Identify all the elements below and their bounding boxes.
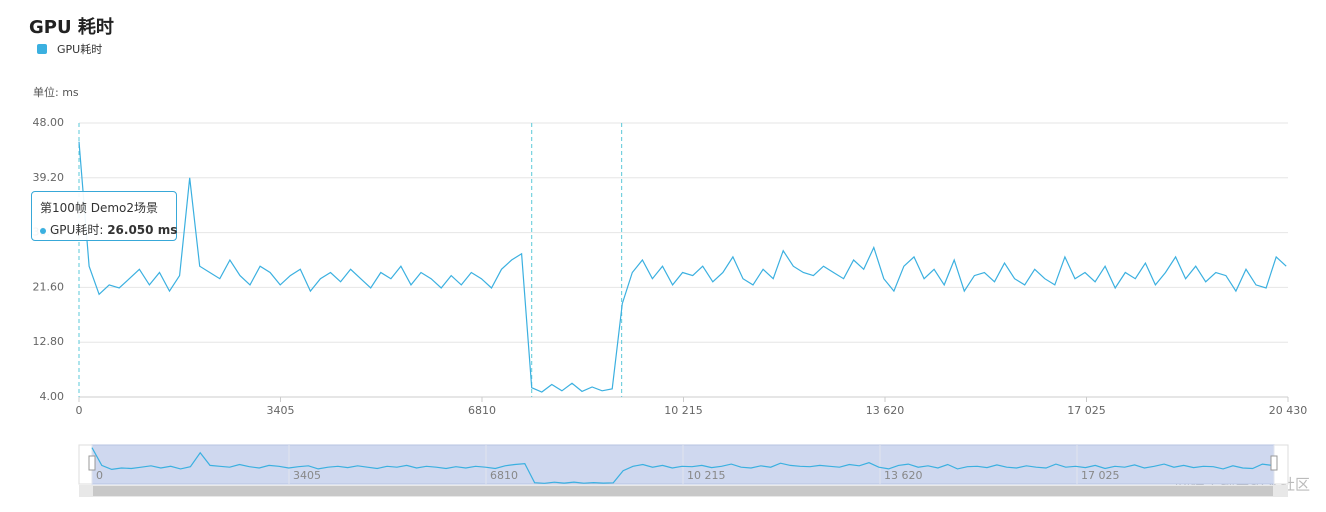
tooltip-dot — [40, 227, 46, 234]
navigator-line — [91, 447, 1273, 484]
tooltip-label: GPU耗时: — [50, 223, 104, 237]
y-tick-label: 12.80 — [33, 335, 65, 348]
chart-title: GPU 耗时 — [29, 16, 114, 38]
navigator-handle[interactable] — [1270, 455, 1278, 471]
tooltip-row: GPU耗时: 26.050 ms — [40, 221, 177, 238]
tooltip-title: 第100帧 Demo2场景 — [40, 201, 159, 215]
scrollbar-thumb[interactable] — [93, 486, 1273, 496]
tooltip: 第100帧 Demo2场景 GPU耗时: 26.050 ms — [31, 191, 177, 241]
x-tick-label: 20 430 — [1269, 404, 1308, 417]
navigator-tick-label: 3405 — [293, 469, 321, 482]
navigator-tick-label: 10 215 — [687, 469, 726, 482]
x-tick-label: 13 620 — [866, 404, 905, 417]
x-tick-label: 0 — [76, 404, 83, 417]
navigator-tick-label: 17 025 — [1081, 469, 1120, 482]
navigator-tick-label: 0 — [96, 469, 103, 482]
x-tick-label: 17 025 — [1067, 404, 1106, 417]
tooltip-value: 26.050 ms — [107, 223, 178, 237]
legend-swatch[interactable] — [37, 44, 47, 54]
navigator-tick-label: 6810 — [490, 469, 518, 482]
navigator-tick-label: 13 620 — [884, 469, 923, 482]
legend-label[interactable]: GPU耗时 — [57, 43, 102, 56]
series-line — [78, 141, 1287, 393]
y-tick-label: 39.20 — [33, 171, 65, 184]
x-tick-label: 10 215 — [664, 404, 703, 417]
y-tick-label: 48.00 — [33, 116, 65, 129]
y-tick-label: 21.60 — [33, 280, 65, 293]
navigator-handle[interactable] — [88, 455, 96, 471]
y-axis-label: 单位: ms — [33, 85, 79, 99]
x-tick-label: 3405 — [267, 404, 295, 417]
x-tick-label: 6810 — [468, 404, 496, 417]
y-tick-label: 4.00 — [40, 390, 65, 403]
